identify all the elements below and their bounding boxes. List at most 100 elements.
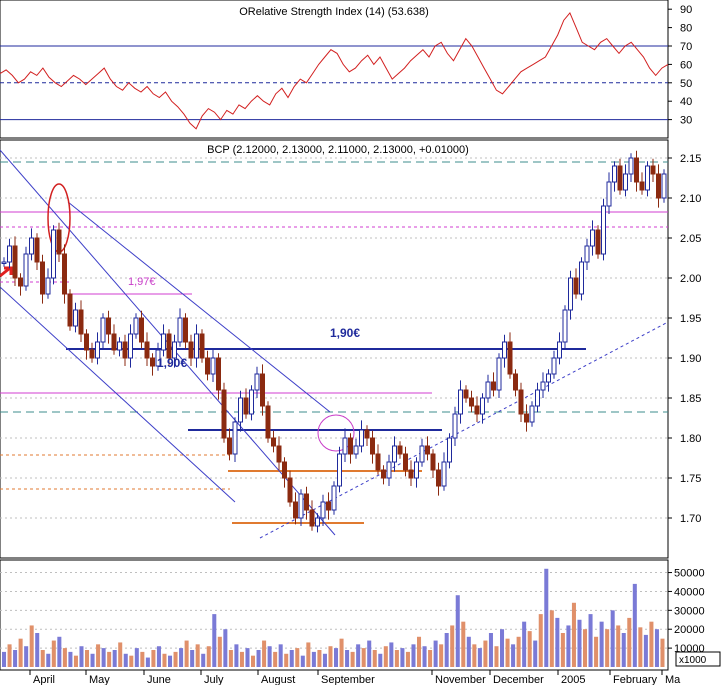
x-tick-label: September	[321, 674, 375, 685]
rsi-tick-label: 50	[680, 78, 692, 90]
price-title: BCP (2.12000, 2.13000, 2.11000, 2.13000,…	[207, 144, 469, 156]
volume-bar	[428, 650, 433, 667]
candle-body	[590, 229, 595, 247]
volume-bar	[68, 651, 73, 667]
volume-bar	[599, 621, 604, 667]
volume-bar	[262, 640, 267, 667]
x-tick-label: June	[147, 674, 171, 685]
volume-bar	[284, 653, 289, 667]
volume-bar	[96, 644, 101, 667]
volume-bars	[2, 568, 665, 667]
price-tick-label: 2.15	[680, 153, 701, 165]
candle-body	[623, 173, 628, 191]
candle-body	[579, 261, 584, 295]
x-tick-label: April	[33, 674, 55, 685]
volume-bar	[583, 629, 588, 667]
volume-bar	[134, 648, 139, 667]
volume-bar	[334, 648, 339, 667]
candle-body	[161, 333, 166, 351]
volume-bar	[654, 629, 659, 667]
volume-bar	[422, 646, 427, 667]
volume-bar	[118, 642, 123, 667]
volume-bar	[140, 651, 145, 667]
rsi-panel: ORelative Strength Index (14) (53.638) 3…	[0, 0, 692, 139]
volume-bar	[594, 636, 599, 667]
volume-bar	[306, 642, 311, 667]
annotation-197: 1,97€	[128, 276, 156, 288]
volume-bar	[239, 651, 244, 667]
volume-bar	[477, 648, 482, 667]
rsi-tick-label: 80	[680, 23, 692, 35]
candle-body	[458, 389, 463, 415]
volume-bar	[2, 651, 7, 667]
volume-bar	[267, 646, 272, 667]
volume-bar	[46, 653, 51, 667]
candle-body	[254, 373, 260, 391]
candle-body	[474, 405, 480, 415]
x-tick-label: February	[613, 674, 658, 685]
volume-bar	[179, 648, 184, 667]
volume-bar	[549, 610, 554, 667]
price-tick-label: 2.10	[680, 193, 701, 205]
candle-body	[480, 397, 485, 415]
volume-bar	[367, 640, 372, 667]
price-tick-label: 2.00	[680, 273, 701, 285]
volume-bar	[35, 633, 40, 667]
volume-bar	[317, 650, 322, 667]
candle-body	[12, 245, 18, 279]
candle-body	[573, 277, 579, 295]
candle-body	[122, 341, 128, 359]
volume-bar	[378, 653, 383, 667]
candle-body	[634, 157, 639, 183]
candle-body	[150, 357, 155, 367]
candle-body	[337, 453, 342, 487]
candle-body	[199, 333, 205, 359]
candle-body	[40, 261, 45, 295]
candle-body	[491, 381, 496, 391]
volume-bar	[466, 636, 471, 667]
candle-body	[1, 261, 7, 264]
volume-bar	[372, 650, 377, 667]
candle-body	[342, 437, 348, 455]
candle-body	[375, 453, 381, 471]
candle-body	[348, 437, 353, 455]
volume-bar	[483, 640, 488, 667]
volume-bar	[522, 621, 527, 667]
volume-bar	[206, 646, 211, 667]
volume-bar	[500, 629, 505, 667]
candle-body	[287, 477, 293, 503]
volume-bar	[560, 633, 565, 667]
candle-body	[469, 397, 474, 407]
volume-bar	[278, 644, 283, 667]
volume-bar	[389, 642, 394, 667]
volume-bar	[29, 625, 34, 667]
volume-bar	[444, 633, 449, 667]
volume-bar	[649, 621, 654, 667]
volume-bar	[450, 625, 455, 667]
rsi-tick-label: 90	[680, 4, 692, 16]
candle-body	[34, 237, 40, 263]
candle-body	[205, 357, 210, 375]
volume-bar	[328, 646, 333, 667]
candle-body	[139, 317, 144, 343]
candlestick-series	[1, 150, 667, 533]
price-tick-label: 1.85	[680, 393, 701, 405]
volume-bar	[212, 614, 217, 667]
candle-body	[309, 509, 315, 527]
candle-body	[628, 157, 634, 175]
volume-bar	[295, 648, 300, 667]
volume-bar	[616, 625, 621, 667]
candle-body	[106, 317, 111, 335]
candle-body	[535, 389, 540, 407]
candle-body	[540, 381, 546, 391]
candle-body	[23, 253, 29, 287]
candle-body	[265, 405, 271, 439]
volume-bar	[195, 644, 200, 667]
candle-body	[524, 413, 529, 423]
candle-body	[370, 437, 375, 455]
volume-bar	[123, 653, 128, 667]
volume-bar	[400, 648, 405, 667]
candle-body	[584, 245, 590, 263]
